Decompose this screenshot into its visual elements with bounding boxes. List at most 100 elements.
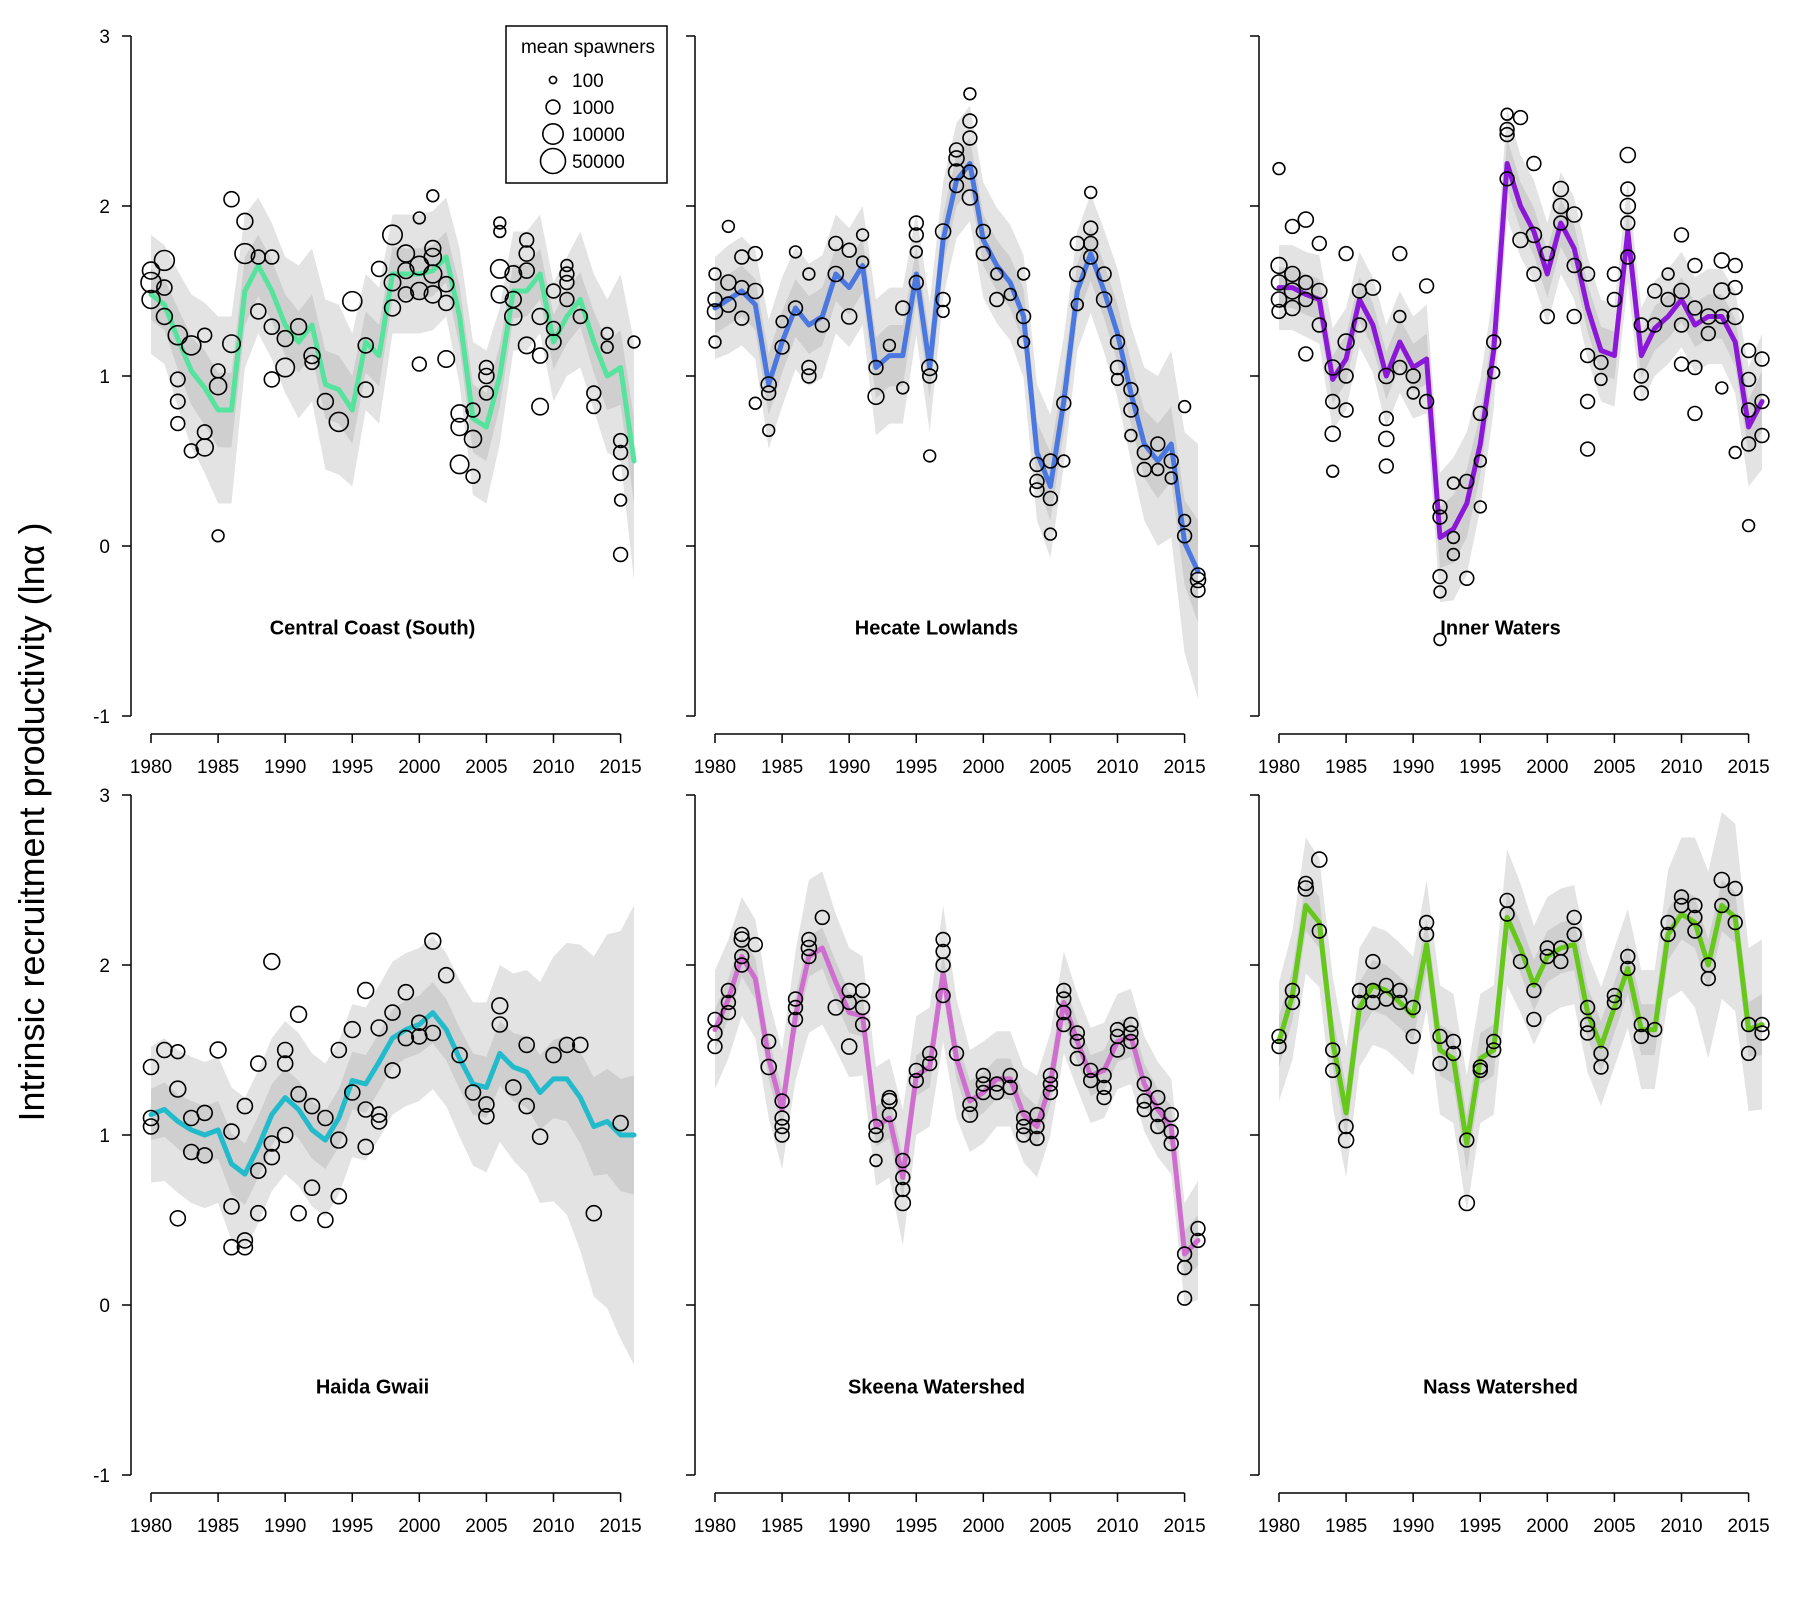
stock-point [1177,513,1192,528]
stock-point [1740,402,1757,418]
stock-point [1082,1072,1099,1089]
x-tick-label: 2005 [1029,757,1071,778]
x-tick-label: 2015 [1163,1516,1205,1537]
stock-point [559,266,575,282]
stock-point [1311,851,1328,868]
stock-point [948,142,965,158]
stock-point [383,299,402,317]
stock-point [437,966,455,984]
stock-point [612,546,629,563]
stock-point [1728,445,1742,460]
stock-point [1539,245,1556,262]
x-tick-label: 2010 [532,1516,574,1537]
stock-point [1123,1016,1139,1033]
stock-point [531,307,549,326]
stock-point [290,1085,307,1103]
stock-point [1646,317,1663,333]
stock-point [1646,283,1663,299]
stock-point [734,948,750,965]
stock-point [840,1038,858,1055]
stock-point [1190,1232,1206,1249]
stock-point [1754,351,1770,367]
stock-point [1378,367,1395,385]
legend-symbol [548,75,558,85]
stock-point [169,371,186,388]
stock-point [411,356,427,372]
stock-point [1096,1067,1112,1084]
stock-point [948,150,965,167]
stock-point [774,1118,790,1135]
panel-3: 1980 1985 1990 1995 2000 2005 2010 2015 Inner Wa… [1250,35,1770,778]
stock-point [1338,245,1354,262]
stock-point [437,294,455,312]
stock-point [1661,267,1675,281]
stock-point [1163,1123,1179,1140]
stock-point [827,999,845,1016]
x-tick-label: 1980 [1258,757,1300,778]
stock-point [264,249,280,265]
stock-point [1579,266,1596,282]
stock-point [397,1029,415,1047]
stock-point [357,337,375,354]
stock-point [236,1097,254,1115]
panel-4: -1 0 1 2 3 1980 1985 1990 1995 2000 2005 2010 2015 Ha… [93,786,642,1537]
inner-credible-band [151,982,634,1205]
stock-point [1433,585,1447,599]
inner-credible-band [1279,880,1762,1171]
stock-point [1687,405,1703,422]
x-tick-label: 2000 [1526,1516,1568,1537]
stock-point [1700,325,1717,342]
stock-point [908,227,924,243]
stock-point [1042,490,1059,507]
stock-point [801,368,817,384]
stock-point [734,957,750,973]
stock-point [397,983,415,1001]
stock-point [869,1153,883,1168]
stock-point [1726,307,1744,326]
stock-point [801,931,817,948]
stock-point [249,1162,267,1179]
stock-point [518,245,536,262]
stock-point [1566,909,1582,926]
stock-point [895,1152,911,1169]
stock-point [962,164,978,180]
stock-point [1298,291,1314,308]
stock-point [854,1016,871,1033]
stock-point [451,1046,468,1064]
stock-point [463,429,483,449]
stock-point [370,1113,388,1130]
stock-point [882,338,897,353]
stock-point [1646,1021,1663,1038]
legend-symbol [545,99,561,115]
stock-point [1311,317,1328,333]
stock-point [478,1108,495,1125]
stock-point [167,324,189,346]
x-tick-label: 2000 [962,757,1004,778]
stock-point [357,381,375,398]
legend-entry-label: 50000 [572,152,625,173]
stock-point [383,273,402,292]
stock-point [908,1062,924,1079]
stock-point [1673,889,1690,905]
stock-point [1727,257,1743,274]
x-tick-label: 1990 [1392,1516,1434,1537]
x-tick-label: 1995 [1459,757,1501,778]
stock-point [585,1204,603,1222]
stock-point [1499,126,1515,143]
stock-point [223,1123,240,1140]
stock-point [1392,245,1408,262]
stock-point [384,1004,401,1021]
stock-point [1297,880,1315,897]
stock-point [1606,987,1623,1004]
x-tick-label: 2015 [599,1516,641,1537]
stock-point [223,1238,240,1256]
stock-point [531,347,549,364]
stock-point [1406,386,1420,400]
stock-point [341,290,363,312]
panel-title: Hecate Lowlands [855,617,1018,639]
stock-point [169,1080,187,1098]
stock-point [183,443,200,459]
stock-point [1539,948,1556,965]
stock-point [1459,570,1475,586]
stock-point [370,1106,388,1123]
